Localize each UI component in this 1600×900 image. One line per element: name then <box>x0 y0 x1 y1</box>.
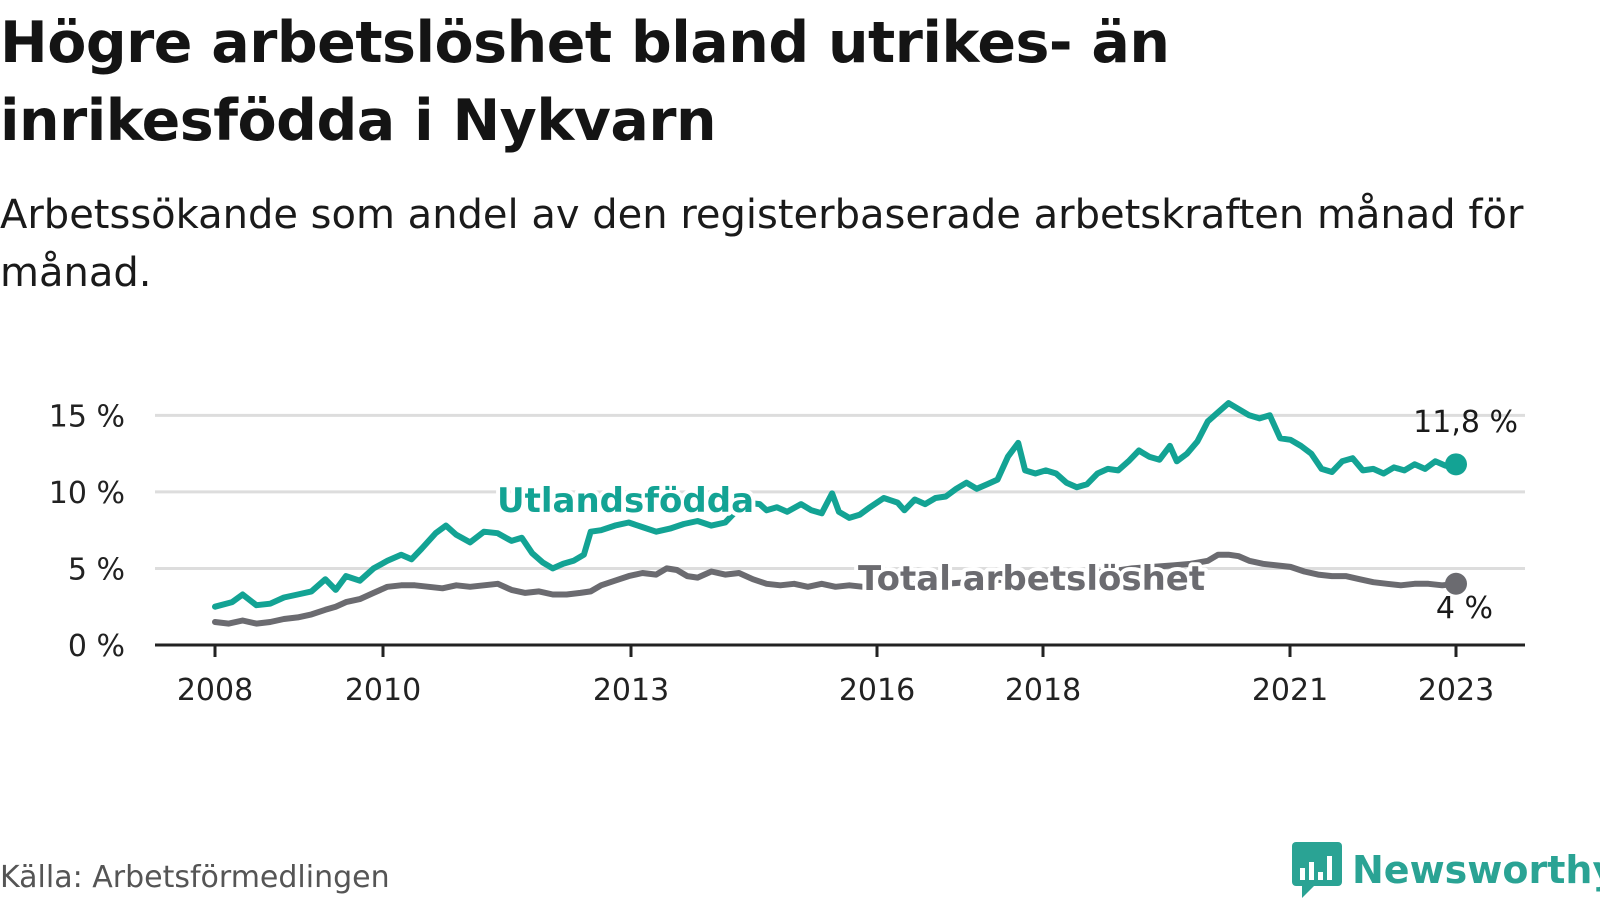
x-tick-label: 2021 <box>1252 673 1328 708</box>
newsworthy-logo-icon <box>1292 842 1342 898</box>
axis-layer: 0 % 5 % 10 % 15 % 2008 2010 2013 2016 2018 2021 20… <box>49 399 1525 708</box>
brand-logo: Newsworthy <box>1292 842 1600 898</box>
x-tick-label: 2016 <box>839 673 915 708</box>
line-chart: 0 % 5 % 10 % 15 % 2008 2010 2013 2016 2018 2021 20… <box>49 399 1525 708</box>
y-tick-label: 15 % <box>49 399 125 434</box>
chart-subtitle: Arbetssökande som andel av den registerb… <box>0 192 1524 296</box>
series-label-utlandsfodda: Utlandsfödda <box>497 481 754 521</box>
end-point-total <box>1445 572 1467 595</box>
y-tick-label: 5 % <box>68 552 125 587</box>
y-tick-label: 10 % <box>49 476 125 511</box>
series-label-total: Total arbetslöshet <box>858 559 1205 599</box>
x-tick-label: 2010 <box>345 673 421 708</box>
x-tick-label: 2013 <box>593 673 669 708</box>
x-tick-label: 2023 <box>1418 673 1494 708</box>
series-line-total <box>212 551 1459 627</box>
grid-layer <box>155 413 1525 570</box>
y-tick-label: 0 % <box>68 629 125 664</box>
series-line-utlandsfodda <box>212 400 1459 610</box>
end-point-utlandsfodda <box>1445 453 1467 476</box>
source-note: Källa: Arbetsförmedlingen <box>0 860 390 895</box>
brand-name: Newsworthy <box>1352 848 1600 892</box>
label-layer: Utlandsfödda Total arbetslöshet 11,8 % 4 % <box>493 405 1518 626</box>
end-label-total: 4 % <box>1436 591 1493 626</box>
chart-title: Högre arbetslöshet bland utrikes- än inr… <box>0 10 1170 154</box>
series-layer <box>212 400 1467 627</box>
end-label-utlandsfodda: 11,8 % <box>1413 405 1518 440</box>
x-tick-label: 2008 <box>177 673 253 708</box>
x-tick-label: 2018 <box>1005 673 1081 708</box>
